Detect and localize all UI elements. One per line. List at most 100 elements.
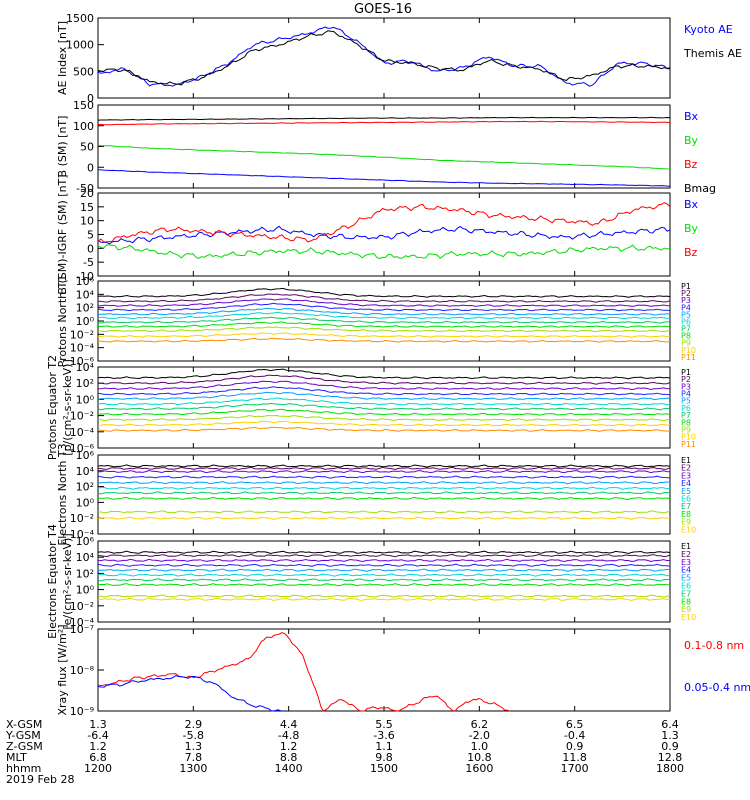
channel-line-en-E3 [97,469,671,474]
y-tick-label-ee: 10⁻⁴ [70,616,95,629]
channel-line-ee-E2 [97,553,671,558]
legend-label-bigrf: Bx [684,198,699,211]
channel-line-ee-E5 [97,568,671,572]
channel-label-ee: E4 [681,566,691,575]
ephemeris-column: 1.3 -6.4 1.2 6.8 1200 [78,719,118,774]
channel-label-pe: P1 [681,368,691,377]
series-line-xray-0.1-0.8-nm [97,632,510,712]
channel-line-pe-P6 [97,397,671,406]
y-tick-label-ae: 500 [73,65,94,78]
y-tick-label-ae: 1000 [66,39,94,52]
legend-label-bigrf: Bz [684,246,698,259]
channel-label-pn: P9 [681,339,691,348]
ephemeris-value-mlt: 12.8 [657,751,683,764]
y-tick-label-en: 10⁶ [76,449,95,462]
y-tick-label-ee: 10⁶ [76,535,95,548]
ephemeris-column: 2.9 -5.8 1.3 7.8 1300 [173,719,213,774]
eph-label-zgsm: Z-GSM [6,740,43,753]
legend-label-bigrf: By [684,222,699,235]
channel-label-pn: P11 [681,353,696,362]
channel-line-pe-P3 [97,380,671,391]
channel-label-pn: P8 [681,332,691,341]
channel-label-pe: P7 [681,411,691,420]
channel-line-pn-P6 [97,311,671,320]
y-tick-label-en: 10⁻⁴ [70,528,95,541]
channel-label-en: E4 [681,479,691,488]
ephemeris-value-hhmm: 1800 [656,762,684,775]
channel-line-pe-P1 [97,368,671,380]
eph-label-mlt: MLT [6,751,27,764]
channel-label-ee: E5 [681,574,691,583]
channel-label-pe: P3 [681,382,691,391]
y-tick-label-xray: 10⁻⁹ [70,705,94,718]
plot-title: GOES-16 [354,2,412,17]
legend-label-ae: Themis AE [683,47,742,60]
y-tick-label-ee: 10⁴ [76,551,95,564]
channel-line-en-E9 [97,510,671,514]
y-tick-label-pn: 10⁰ [76,315,95,328]
channel-label-pe: P6 [681,404,691,413]
channel-label-en: E5 [681,487,691,496]
y-axis-label-en: Electrons North T3 [56,443,69,545]
channel-line-en-E1 [97,464,671,468]
ephemeris-value-y_gsm: 1.3 [661,729,679,742]
y-tick-label-en: 10⁴ [76,465,95,478]
ephemeris-column: 5.5 -3.6 1.1 9.8 1500 [364,719,404,774]
ephemeris-value-y_gsm: -4.8 [277,729,300,742]
channel-line-pn-P11 [97,337,671,343]
y-axis-label-pe: Protons Equator T2 [46,355,59,460]
channel-label-pn: P10 [681,346,696,355]
y-tick-label-bigrf: 20 [80,187,94,200]
ephemeris-value-z_gsm: 0.9 [565,740,584,753]
channel-label-pe: P8 [681,418,691,427]
channel-line-ee-E10 [97,597,671,602]
channel-line-pe-P11 [97,426,671,432]
channel-line-pn-P2 [97,293,671,303]
y-tick-label-en: 10⁰ [76,496,95,509]
ephemeris-value-mlt: 6.8 [89,751,107,764]
channel-line-pn-P8 [97,321,671,328]
channel-line-pn-P9 [97,326,671,333]
ephemeris-value-y_gsm: -0.4 [563,729,586,742]
channel-label-pe: P4 [681,390,691,399]
series-line-bsm-Bmag [97,116,671,121]
y-tick-label-ee: 10² [76,567,94,580]
y-tick-label-bsm: 50 [80,141,94,154]
ephemeris-value-hhmm: 1200 [84,762,112,775]
channel-line-ee-E3 [98,558,670,563]
ephemeris-column: 6.2 -2.0 1.0 10.8 1600 [459,719,499,774]
series-line-ae-Themis-AE [97,30,671,86]
y-tick-label-pe: 10⁴ [76,361,95,374]
channel-line-pn-P1 [97,287,671,298]
channel-label-ee: E1 [681,542,691,551]
channel-line-pe-P5 [97,391,671,401]
y-tick-label-bigrf: -5 [83,256,94,269]
channel-line-en-E6 [97,486,671,490]
channel-label-pe: P9 [681,425,691,434]
legend-label-bsm: Bz [684,158,698,171]
series-line-xray-0.05-0.4-nm [97,675,282,712]
channel-label-pn: P3 [681,296,691,305]
channel-line-pe-P7 [97,402,671,411]
y-tick-label-pn: 10⁻² [70,328,94,341]
channel-label-en: E6 [681,495,691,504]
y-tick-label-bigrf: 15 [80,201,94,214]
y-tick-label-pn: 10⁻⁴ [70,342,95,355]
y-tick-label-bigrf: -10 [76,270,94,283]
series-line-bsm-By [97,144,670,170]
ephemeris-value-hhmm: 1300 [179,762,208,775]
y-tick-label-bigrf: 5 [87,229,94,242]
legend-label-ae: Kyoto AE [684,23,733,36]
ephemeris-value-hhmm: 1500 [370,762,398,775]
ephemeris-column: 6.4 1.3 0.9 12.8 1800 [650,719,690,774]
channel-label-pe: P5 [681,397,691,406]
channel-label-pn: P2 [681,289,691,298]
panel-frame-pn [97,280,671,362]
channel-line-pe-P9 [97,414,671,422]
ephemeris-value-mlt: 11.8 [562,751,587,764]
channel-label-ee: E7 [681,589,691,598]
series-line-bsm-Bx [97,169,670,187]
ephemeris-value-x_gsm: 6.4 [661,718,679,731]
